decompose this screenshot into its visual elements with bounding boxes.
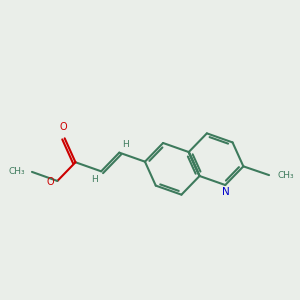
Text: O: O [59,122,67,133]
Text: H: H [122,140,129,149]
Text: CH₃: CH₃ [9,167,26,176]
Text: H: H [92,175,98,184]
Text: N: N [222,187,230,197]
Text: CH₃: CH₃ [278,171,294,180]
Text: O: O [47,176,55,187]
